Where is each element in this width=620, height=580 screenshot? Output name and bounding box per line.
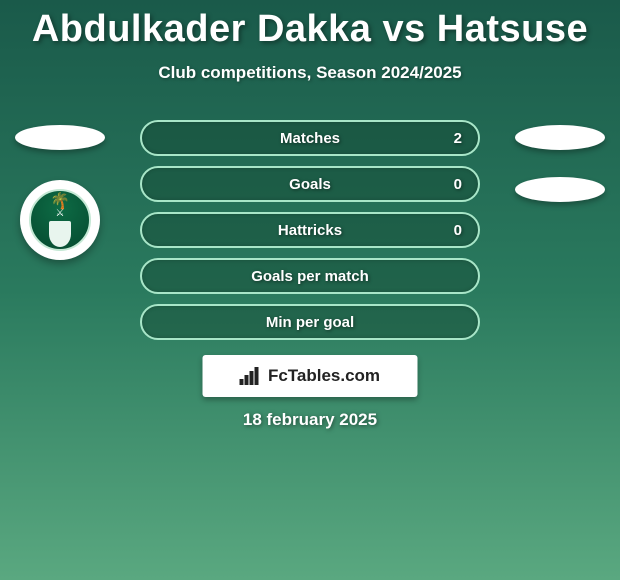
stat-label: Goals per match <box>251 268 369 285</box>
placeholder-ellipse-top-right <box>515 125 605 150</box>
stat-label: Matches <box>280 130 340 147</box>
shield-icon <box>49 221 71 247</box>
barchart-icon <box>240 367 262 385</box>
stat-row-hattricks: Hattricks 0 <box>140 212 480 248</box>
stat-label: Hattricks <box>278 222 342 239</box>
stat-value: 0 <box>454 222 462 239</box>
stat-row-goals-per-match: Goals per match <box>140 258 480 294</box>
stat-value: 0 <box>454 176 462 193</box>
date-text: 18 february 2025 <box>0 410 620 430</box>
stats-panel: Matches 2 Goals 0 Hattricks 0 Goals per … <box>140 120 480 350</box>
club-badge-inner: 🌴 ⚔ <box>29 189 91 251</box>
subtitle: Club competitions, Season 2024/2025 <box>0 63 620 83</box>
attribution-badge: FcTables.com <box>203 355 418 397</box>
placeholder-ellipse-mid-right <box>515 177 605 202</box>
attribution-text: FcTables.com <box>268 366 380 386</box>
stat-label: Min per goal <box>266 314 354 331</box>
swords-icon: ⚔ <box>56 208 65 219</box>
page-title: Abdulkader Dakka vs Hatsuse <box>0 0 620 51</box>
stat-row-goals: Goals 0 <box>140 166 480 202</box>
placeholder-ellipse-top-left <box>15 125 105 150</box>
stat-row-matches: Matches 2 <box>140 120 480 156</box>
club-badge: 🌴 ⚔ <box>20 180 100 260</box>
stat-label: Goals <box>289 176 331 193</box>
stat-row-min-per-goal: Min per goal <box>140 304 480 340</box>
stat-value: 2 <box>454 130 462 147</box>
